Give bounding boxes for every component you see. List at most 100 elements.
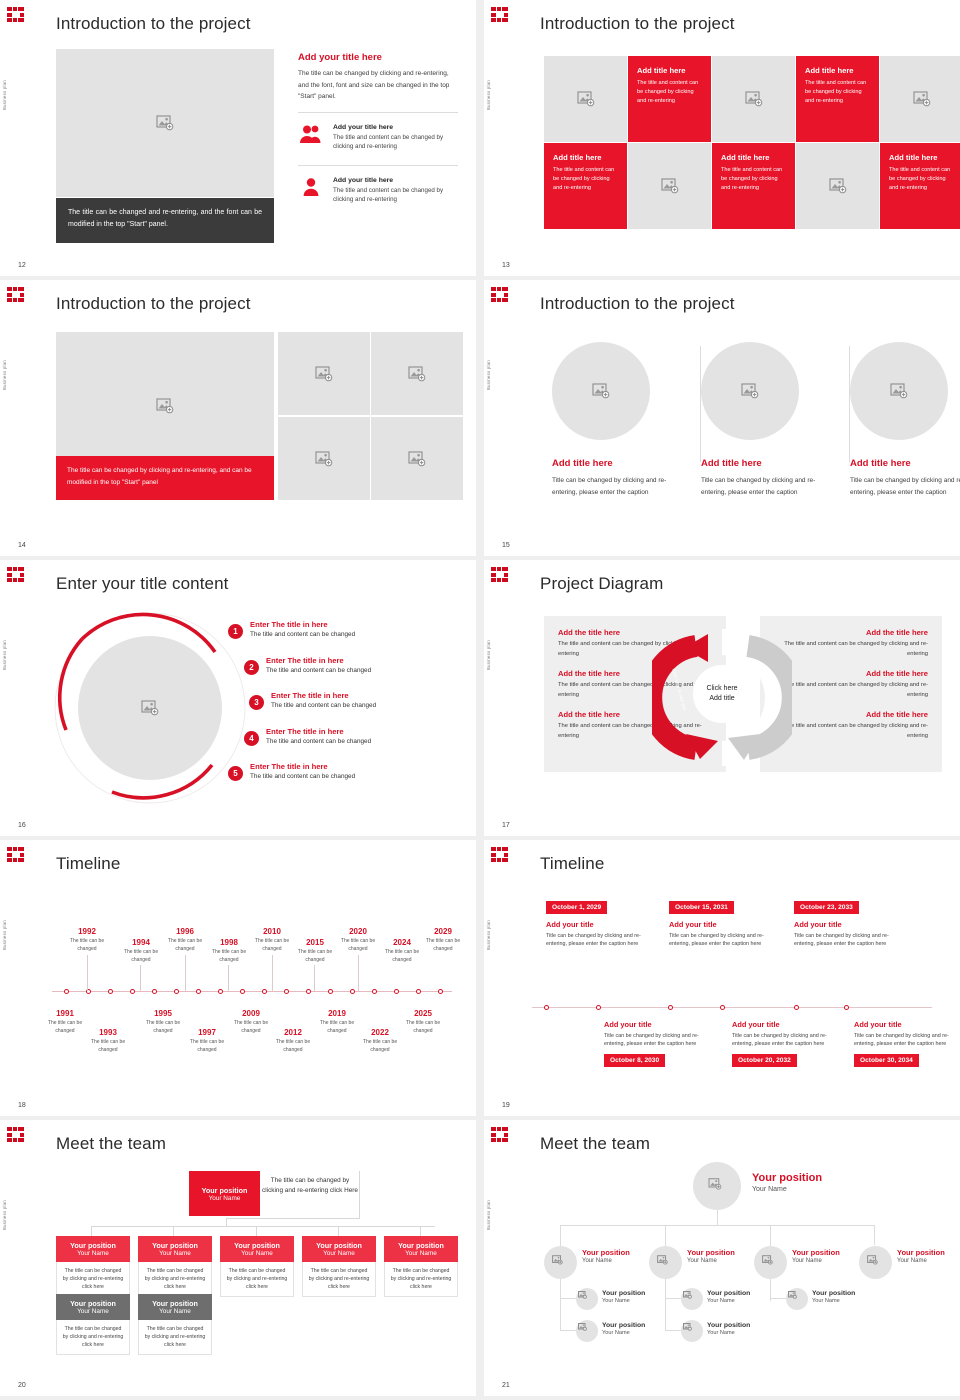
info-tile[interactable]: Add title here The title and content can … [628,56,711,142]
timeline-event-above[interactable]: 1992 The title can be changed [64,927,110,953]
slide-17[interactable]: Business plan Project Diagram Add the ti… [484,560,960,836]
content-heading: Add your title here [298,52,382,63]
timeline-event-above[interactable]: 2024 The title can be changed [379,938,425,964]
org-node-gray[interactable]: Your position Your Name The title can be … [138,1294,212,1355]
ring-arcs [54,612,246,804]
info-tile[interactable]: Add title here The title and content can … [880,143,960,229]
feature-column[interactable]: Add title here Title can be changed by c… [552,342,682,498]
timeline-event-above[interactable]: 2029 The title can be changed [420,927,466,953]
slide-16[interactable]: Business plan Enter your title content 1… [0,560,476,836]
panel-block[interactable]: Add the title here The title and content … [774,710,928,741]
image-caption: The title can be changed and re-entering… [56,198,274,243]
image-placeholder[interactable] [371,417,463,500]
avatar-small[interactable] [576,1288,598,1310]
node-position: Your position [752,1172,823,1184]
avatar-small[interactable] [576,1320,598,1342]
timeline-event-below[interactable]: 2022 The title can be changed [357,1028,403,1054]
image-placeholder[interactable] [56,49,274,197]
timeline-event-above[interactable]: 1998 The title can be changed [206,938,252,964]
avatar-small[interactable] [786,1288,808,1310]
image-placeholder[interactable] [278,417,370,500]
timeline-event-below[interactable]: 2012 The title can be changed [270,1028,316,1054]
timeline-event-below[interactable]: 1993 The title can be changed [85,1028,131,1054]
slide-13[interactable]: Business plan Introduction to the projec… [484,0,960,276]
image-placeholder-circle[interactable] [78,636,222,780]
image-placeholder[interactable] [544,56,627,142]
brand-logo-icon [7,287,25,302]
image-placeholder-circle[interactable] [850,342,948,440]
list-item[interactable]: 5 Enter The title in here The title and co… [228,762,458,798]
avatar[interactable] [754,1246,787,1279]
org-node[interactable]: Your position Your Name The title can be … [56,1236,130,1297]
timeline-event-below[interactable]: 1991 The title can be changed [42,1009,88,1035]
timeline-event-above[interactable]: 2015 The title can be changed [292,938,338,964]
image-placeholder[interactable] [712,56,795,142]
panel-block[interactable]: Add the title here The title and content … [558,710,712,741]
org-node-gray[interactable]: Your position Your Name The title can be … [56,1294,130,1355]
timeline-event-below[interactable]: 2009 The title can be changed [228,1009,274,1035]
avatar[interactable] [859,1246,892,1279]
image-placeholder-circle[interactable] [552,342,650,440]
slide-20[interactable]: Business plan Meet the team Your positio… [0,1120,476,1396]
list-item[interactable]: 4 Enter The title in here The title and co… [244,727,458,763]
timeline-event-below[interactable]: 1997 The title can be changed [184,1028,230,1054]
info-tile[interactable]: Add title here The title and content can … [712,143,795,229]
timeline-event-above[interactable]: 1994 The title can be changed [118,938,164,964]
slide-21[interactable]: Business plan Meet the team Your positio… [484,1120,960,1396]
panel-block[interactable]: Add the title here The title and content … [774,669,928,700]
image-placeholder-icon [576,91,595,107]
list-item[interactable]: 2 Enter The title in here The title and co… [244,656,458,692]
cycle-center-label[interactable]: Click here Add title [693,665,751,723]
org-node[interactable]: Your position Your Name The title can be … [302,1236,376,1297]
image-placeholder[interactable] [628,143,711,229]
image-placeholder[interactable] [796,143,879,229]
timeline-card-below[interactable]: Add your title Title can be changed by c… [854,1020,960,1067]
timeline-event-above[interactable]: 1996 The title can be changed [162,927,208,953]
timeline-event-above[interactable]: 2020 The title can be changed [335,927,381,953]
slide-18[interactable]: Business plan Timeline [0,840,476,1116]
avatar-root[interactable] [693,1162,741,1210]
timeline-card-above[interactable]: October 1, 2029 Add your title Title can… [546,896,652,948]
slide-19[interactable]: Business plan Timeline October 1, 2029 A… [484,840,960,1116]
info-tile[interactable]: Add title here The title and content can … [796,56,879,142]
event-year: 2025 [414,1009,432,1018]
list-item[interactable]: 3 Enter The title in here The title and co… [249,691,458,727]
image-placeholder-icon [912,91,931,107]
image-placeholder-icon [408,365,426,382]
panel-block[interactable]: Add the title here The title and content … [558,628,712,659]
timeline-card-below[interactable]: Add your title Title can be changed by c… [732,1020,838,1067]
image-placeholder[interactable] [880,56,960,142]
org-node-root[interactable]: Your position Your Name [189,1171,260,1216]
panel-block[interactable]: Add the title here The title and content … [774,628,928,659]
feature-column[interactable]: Add title here Title can be changed by c… [850,342,960,498]
timeline-card-above[interactable]: October 15, 2031 Add your title Title ca… [669,896,775,948]
feature-column[interactable]: Add title here Title can be changed by c… [701,342,831,498]
slide-12[interactable]: Business plan Introduction to the projec… [0,0,476,276]
info-tile[interactable]: Add title here The title and content can … [544,143,627,229]
image-placeholder[interactable] [371,332,463,415]
timeline-card-below[interactable]: Add your title Title can be changed by c… [604,1020,710,1067]
avatar[interactable] [544,1246,577,1279]
avatar[interactable] [649,1246,682,1279]
org-node[interactable]: Your position Your Name The title can be … [384,1236,458,1297]
timeline-event-below[interactable]: 2019 The title can be changed [314,1009,360,1035]
slide-14[interactable]: Business plan Introduction to the projec… [0,280,476,556]
image-placeholder[interactable] [278,332,370,415]
timeline-event-below[interactable]: 2025 The title can be changed [400,1009,446,1035]
connector-line [770,1298,792,1299]
slide-15[interactable]: Business plan Introduction to the projec… [484,280,960,556]
panel-block[interactable]: Add the title here The title and content … [558,669,712,700]
image-placeholder-circle[interactable] [701,342,799,440]
brand-logo-icon [7,7,25,22]
timeline-event-above[interactable]: 2010 The title can be changed [249,927,295,953]
timeline-card-above[interactable]: October 23, 2033 Add your title Title ca… [794,896,900,948]
feature-row[interactable]: Add your title here The title and conten… [298,120,458,156]
ring-graphic [52,610,248,806]
feature-row[interactable]: Add your title here The title and conten… [298,173,458,209]
list-item[interactable]: 1 Enter The title in here The title and co… [228,620,458,656]
avatar-small[interactable] [681,1288,703,1310]
org-node[interactable]: Your position Your Name The title can be … [220,1236,294,1297]
org-node[interactable]: Your position Your Name The title can be … [138,1236,212,1297]
timeline-event-below[interactable]: 1995 The title can be changed [140,1009,186,1035]
avatar-small[interactable] [681,1320,703,1342]
